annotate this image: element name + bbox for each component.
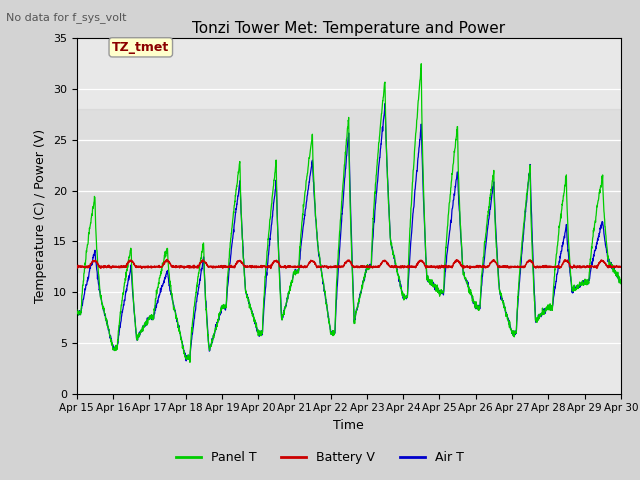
Panel T xyxy=(584,279,592,285)
Legend: Panel T, Battery V, Air T: Panel T, Battery V, Air T xyxy=(171,446,469,469)
Battery V xyxy=(584,264,592,270)
Text: TZ_tmet: TZ_tmet xyxy=(112,41,170,54)
Text: No data for f_sys_volt: No data for f_sys_volt xyxy=(6,12,127,23)
Panel T xyxy=(417,61,425,67)
Battery V xyxy=(460,265,467,271)
Air T xyxy=(182,358,190,364)
Panel T xyxy=(73,307,81,312)
Line: Panel T: Panel T xyxy=(77,64,621,362)
Battery V xyxy=(617,264,625,270)
Battery V xyxy=(225,264,232,270)
Panel T xyxy=(617,281,625,287)
Panel T xyxy=(376,123,384,129)
Title: Tonzi Tower Met: Temperature and Power: Tonzi Tower Met: Temperature and Power xyxy=(192,21,506,36)
Panel T xyxy=(508,326,515,332)
Air T xyxy=(365,263,372,269)
Battery V xyxy=(508,264,515,270)
Battery V xyxy=(73,264,81,270)
X-axis label: Time: Time xyxy=(333,419,364,432)
Air T xyxy=(225,272,232,277)
Panel T xyxy=(225,263,232,268)
Air T xyxy=(381,101,388,107)
Battery V xyxy=(570,264,577,270)
Panel T xyxy=(365,265,372,271)
Y-axis label: Temperature (C) / Power (V): Temperature (C) / Power (V) xyxy=(35,129,47,303)
Air T xyxy=(376,146,384,152)
Air T xyxy=(73,308,81,314)
Line: Battery V: Battery V xyxy=(77,260,621,268)
Panel T xyxy=(186,360,194,365)
Bar xyxy=(77,109,621,272)
Line: Air T: Air T xyxy=(77,104,621,361)
Air T xyxy=(508,326,515,332)
Battery V xyxy=(163,257,171,263)
Air T xyxy=(570,289,577,295)
Air T xyxy=(617,278,625,284)
Panel T xyxy=(570,284,577,290)
Air T xyxy=(584,279,592,285)
Battery V xyxy=(365,264,372,269)
Battery V xyxy=(376,263,384,268)
